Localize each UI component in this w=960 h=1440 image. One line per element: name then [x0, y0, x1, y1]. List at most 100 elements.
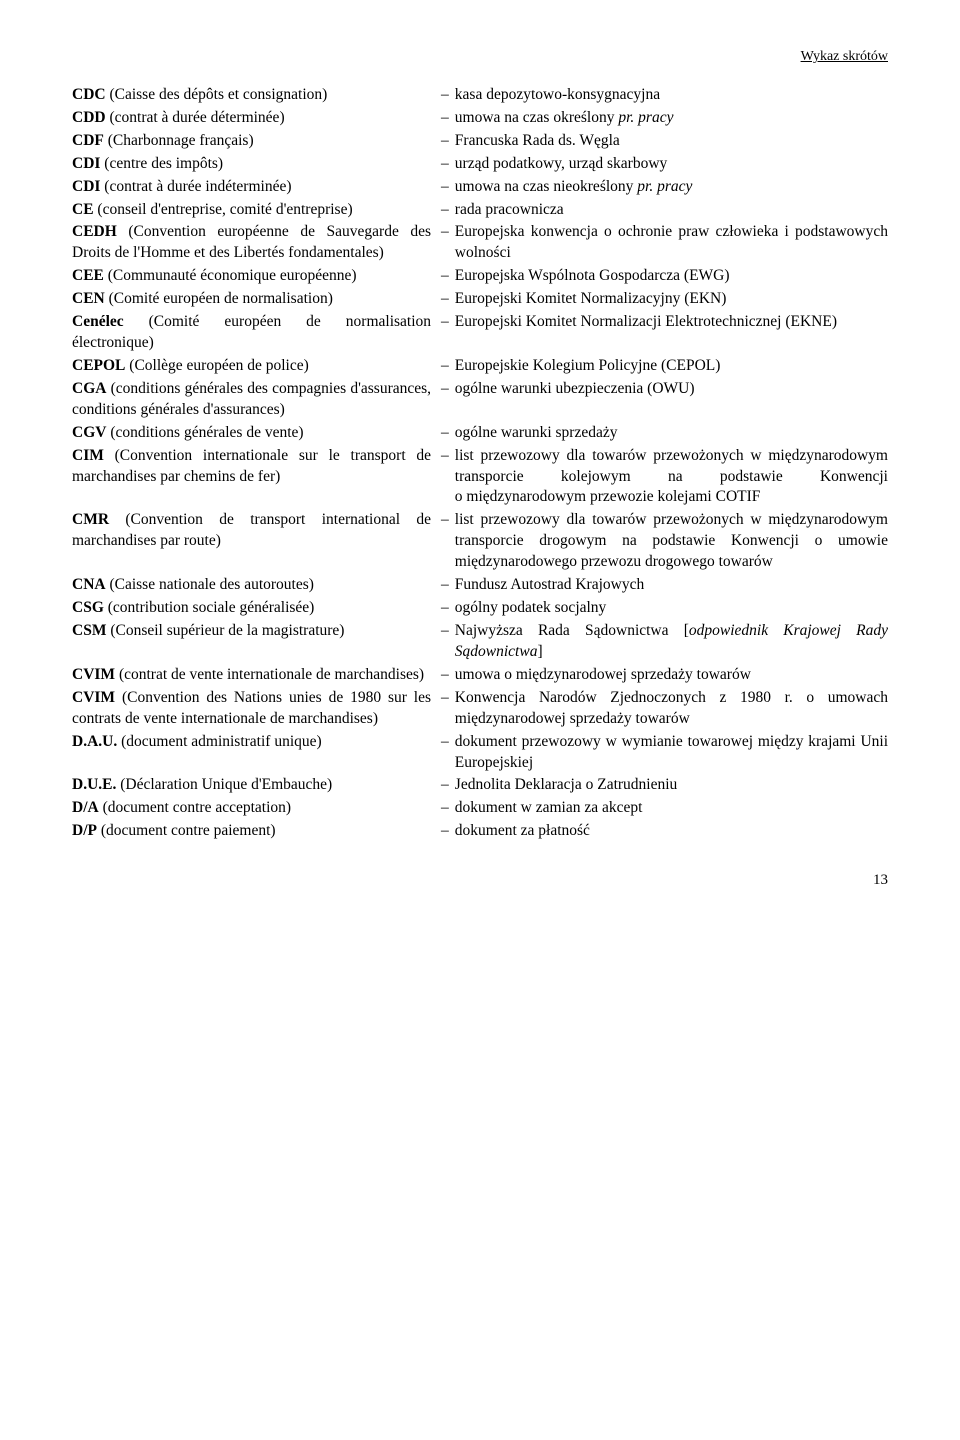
definition-text: ogólny podatek socjalny: [455, 598, 888, 619]
entry-definition: –umowa na czas nieokreślony pr. pracy: [441, 177, 888, 198]
expansion: (conseil d'entreprise, comité d'entrepri…: [94, 201, 353, 218]
definition-text: Europejska konwencja o ochronie praw czł…: [455, 222, 888, 264]
expansion: (conditions générales des compagnies d'a…: [72, 380, 431, 418]
abbreviation: CMR: [72, 511, 109, 528]
entry-term: CDC (Caisse des dépôts et consignation): [72, 85, 441, 106]
definition-text: urząd podatkowy, urząd skarbowy: [455, 154, 888, 175]
dash-separator: –: [441, 798, 455, 819]
entry-definition: –Fundusz Autostrad Krajowych: [441, 575, 888, 596]
definition-text: Jednolita Deklaracja o Zatrudnieniu: [455, 775, 888, 796]
definition-text: Konwencja Narodów Zjednoczonych z 1980 r…: [455, 688, 888, 730]
definition-text: Europejski Komitet Normalizacyjny (EKN): [455, 289, 888, 310]
entry-term: CE (conseil d'entreprise, comité d'entre…: [72, 200, 441, 221]
dash-separator: –: [441, 356, 455, 377]
entry-definition: –ogólne warunki sprzedaży: [441, 423, 888, 444]
expansion: (Convention européenne de Sauvegarde des…: [72, 223, 431, 261]
expansion: (Déclaration Unique d'Embauche): [116, 776, 332, 793]
dash-separator: –: [441, 510, 455, 573]
entry-term: CSM (Conseil supérieur de la magistratur…: [72, 621, 441, 642]
expansion: (contrat à durée indéterminée): [100, 178, 291, 195]
expansion: (document contre acceptation): [99, 799, 291, 816]
definition-text: umowa na czas określony pr. pracy: [455, 108, 888, 129]
entry-term: CDF (Charbonnage français): [72, 131, 441, 152]
abbreviation: CEDH: [72, 223, 117, 240]
dash-separator: –: [441, 177, 455, 198]
abbreviation: D.U.E.: [72, 776, 116, 793]
entry-definition: –dokument za płatność: [441, 821, 888, 842]
definition-text: Europejska Wspólnota Gospodarcza (EWG): [455, 266, 888, 287]
dash-separator: –: [441, 423, 455, 444]
abbreviation: CNA: [72, 576, 106, 593]
entry-definition: –Europejskie Kolegium Policyjne (CEPOL): [441, 356, 888, 377]
dash-separator: –: [441, 688, 455, 730]
expansion: (document administratif unique): [117, 733, 321, 750]
expansion: (Caisse nationale des autoroutes): [106, 576, 314, 593]
entry-term: CIM (Convention internationale sur le tr…: [72, 446, 441, 488]
abbreviation-entry: D.A.U. (document administratif unique)–d…: [72, 732, 888, 774]
entry-term: CEN (Comité européen de normalisation): [72, 289, 441, 310]
abbreviation-entry: CNA (Caisse nationale des autoroutes)–Fu…: [72, 575, 888, 596]
entry-term: CSG (contribution sociale généralisée): [72, 598, 441, 619]
entry-definition: –Francuska Rada ds. Węgla: [441, 131, 888, 152]
page-header: Wykaz skrótów: [72, 48, 888, 67]
entry-definition: –ogólne warunki ubezpieczenia (OWU): [441, 379, 888, 400]
entry-term: CEDH (Convention européenne de Sauvegard…: [72, 222, 441, 264]
entry-definition: –Konwencja Narodów Zjednoczonych z 1980 …: [441, 688, 888, 730]
abbreviation-entry: CGV (conditions générales de vente)–ogól…: [72, 423, 888, 444]
expansion: (contribution sociale généralisée): [104, 599, 314, 616]
dash-separator: –: [441, 821, 455, 842]
abbreviation: CDI: [72, 155, 100, 172]
dash-separator: –: [441, 575, 455, 596]
abbreviation-entry: CEPOL (Collège européen de police)–Europ…: [72, 356, 888, 377]
entry-term: CMR (Convention de transport internation…: [72, 510, 441, 552]
abbreviation-entry: CDF (Charbonnage français)–Francuska Rad…: [72, 131, 888, 152]
expansion: (Comité européen de normalisation): [105, 290, 333, 307]
dash-separator: –: [441, 621, 455, 663]
abbreviation: CE: [72, 201, 94, 218]
entry-definition: –Europejska Wspólnota Gospodarcza (EWG): [441, 266, 888, 287]
entry-definition: –umowa na czas określony pr. pracy: [441, 108, 888, 129]
abbreviation-entry: CVIM (Convention des Nations unies de 19…: [72, 688, 888, 730]
expansion: (Charbonnage français): [104, 132, 254, 149]
abbreviation-entry: D/A (document contre acceptation)–dokume…: [72, 798, 888, 819]
definition-text: Najwyższa Rada Sądownictwa [odpowiednik …: [455, 621, 888, 663]
expansion: (document contre paiement): [97, 822, 276, 839]
abbreviation-entry: CSM (Conseil supérieur de la magistratur…: [72, 621, 888, 663]
entry-term: CVIM (Convention des Nations unies de 19…: [72, 688, 441, 730]
expansion: (contrat de vente internationale de marc…: [115, 666, 424, 683]
abbreviation: CVIM: [72, 689, 115, 706]
abbreviation-entry: D/P (document contre paiement)–dokument …: [72, 821, 888, 842]
dash-separator: –: [441, 108, 455, 129]
abbreviation-entry: CE (conseil d'entreprise, comité d'entre…: [72, 200, 888, 221]
entry-definition: –list przewozowy dla towarów przewożonyc…: [441, 510, 888, 573]
entry-term: CNA (Caisse nationale des autoroutes): [72, 575, 441, 596]
definition-text: dokument za płatność: [455, 821, 888, 842]
dash-separator: –: [441, 312, 455, 333]
abbreviation: CSM: [72, 622, 106, 639]
abbreviation: CEE: [72, 267, 104, 284]
entry-term: CEE (Communauté économique européenne): [72, 266, 441, 287]
entry-definition: –rada pracownicza: [441, 200, 888, 221]
definition-text: Europejski Komitet Normalizacji Elektrot…: [455, 312, 888, 333]
entry-term: CGV (conditions générales de vente): [72, 423, 441, 444]
abbreviation: CDD: [72, 109, 106, 126]
abbreviation-entry: CDD (contrat à durée déterminée) –umowa n…: [72, 108, 888, 129]
dash-separator: –: [441, 200, 455, 221]
definition-text: dokument przewozowy w wymianie towarowej…: [455, 732, 888, 774]
abbreviation: CIM: [72, 447, 104, 464]
dash-separator: –: [441, 266, 455, 287]
entry-definition: –Europejska konwencja o ochronie praw cz…: [441, 222, 888, 264]
entry-definition: –Najwyższa Rada Sądownictwa [odpowiednik…: [441, 621, 888, 663]
expansion: (Convention internationale sur le transp…: [72, 447, 431, 485]
dash-separator: –: [441, 131, 455, 152]
entry-term: CDI (contrat à durée indéterminée): [72, 177, 441, 198]
abbreviation-entry: CVIM (contrat de vente internationale de…: [72, 665, 888, 686]
abbreviation: Cenélec: [72, 313, 124, 330]
abbreviation: CVIM: [72, 666, 115, 683]
definition-text: Francuska Rada ds. Węgla: [455, 131, 888, 152]
definition-text: ogólne warunki ubezpieczenia (OWU): [455, 379, 888, 400]
entry-term: D.U.E. (Déclaration Unique d'Embauche): [72, 775, 441, 796]
abbreviation-entry: Cenélec (Comité européen de normalisatio…: [72, 312, 888, 354]
expansion: (contrat à durée déterminée): [106, 109, 285, 126]
expansion: (Caisse des dépôts et consignation): [106, 86, 328, 103]
